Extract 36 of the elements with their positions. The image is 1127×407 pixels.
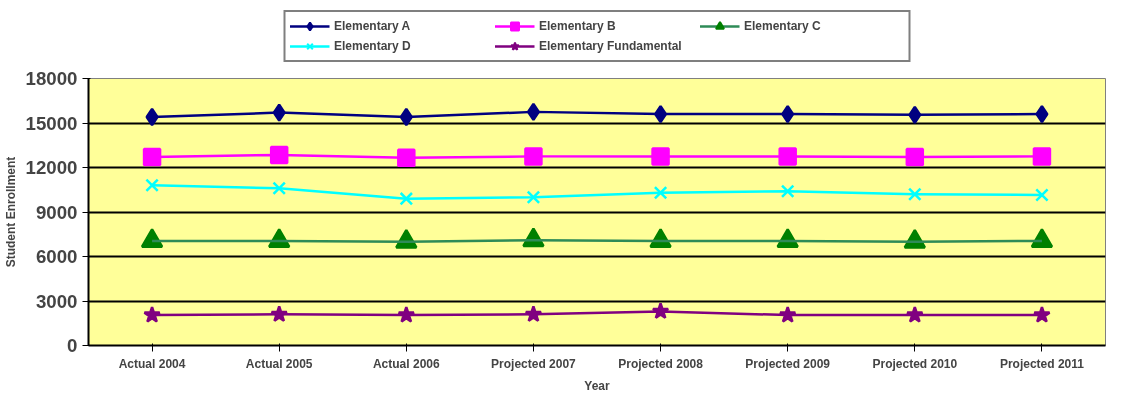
point [142,147,162,167]
point [399,191,414,206]
x-tick-label: Actual 2005 [245,356,313,371]
y-tick-label: 12000 [25,157,78,178]
legend-label: Elementary C [744,19,822,33]
y-tick-label: 18000 [25,68,78,89]
y-tick-label: 15000 [25,112,78,134]
x-tick-label: Projected 2011 [999,356,1085,371]
point [145,107,159,127]
x-tick-label: Projected 2010 [872,356,958,371]
point [1035,104,1049,124]
y-tick-label: 9000 [36,201,78,223]
y-tick-label: 6000 [36,246,78,267]
legend-label: Elementary Fundamental [539,39,683,53]
point [272,181,287,196]
x-tick-label: Actual 2004 [118,356,186,371]
point [526,190,541,205]
point [143,305,161,323]
point [145,178,159,193]
y-axis-title: Student Enrollment [3,156,18,268]
point [1035,188,1049,202]
point [653,185,668,200]
legend-label: Elementary A [334,19,412,33]
x-axis-title: Year [584,378,611,393]
legend-label: Elementary B [539,19,617,33]
y-tick-label: 0 [67,335,78,356]
y-tick-label: 3000 [36,290,78,312]
x-tick-label: Projected 2007 [491,356,577,371]
point [780,184,795,199]
point [1033,305,1051,323]
x-tick-label: Projected 2009 [745,356,831,371]
x-tick-label: Projected 2008 [618,356,704,371]
x-tick-label: Actual 2006 [372,356,440,371]
point [1032,147,1052,166]
point [907,187,922,202]
legend-label: Elementary D [334,39,412,53]
